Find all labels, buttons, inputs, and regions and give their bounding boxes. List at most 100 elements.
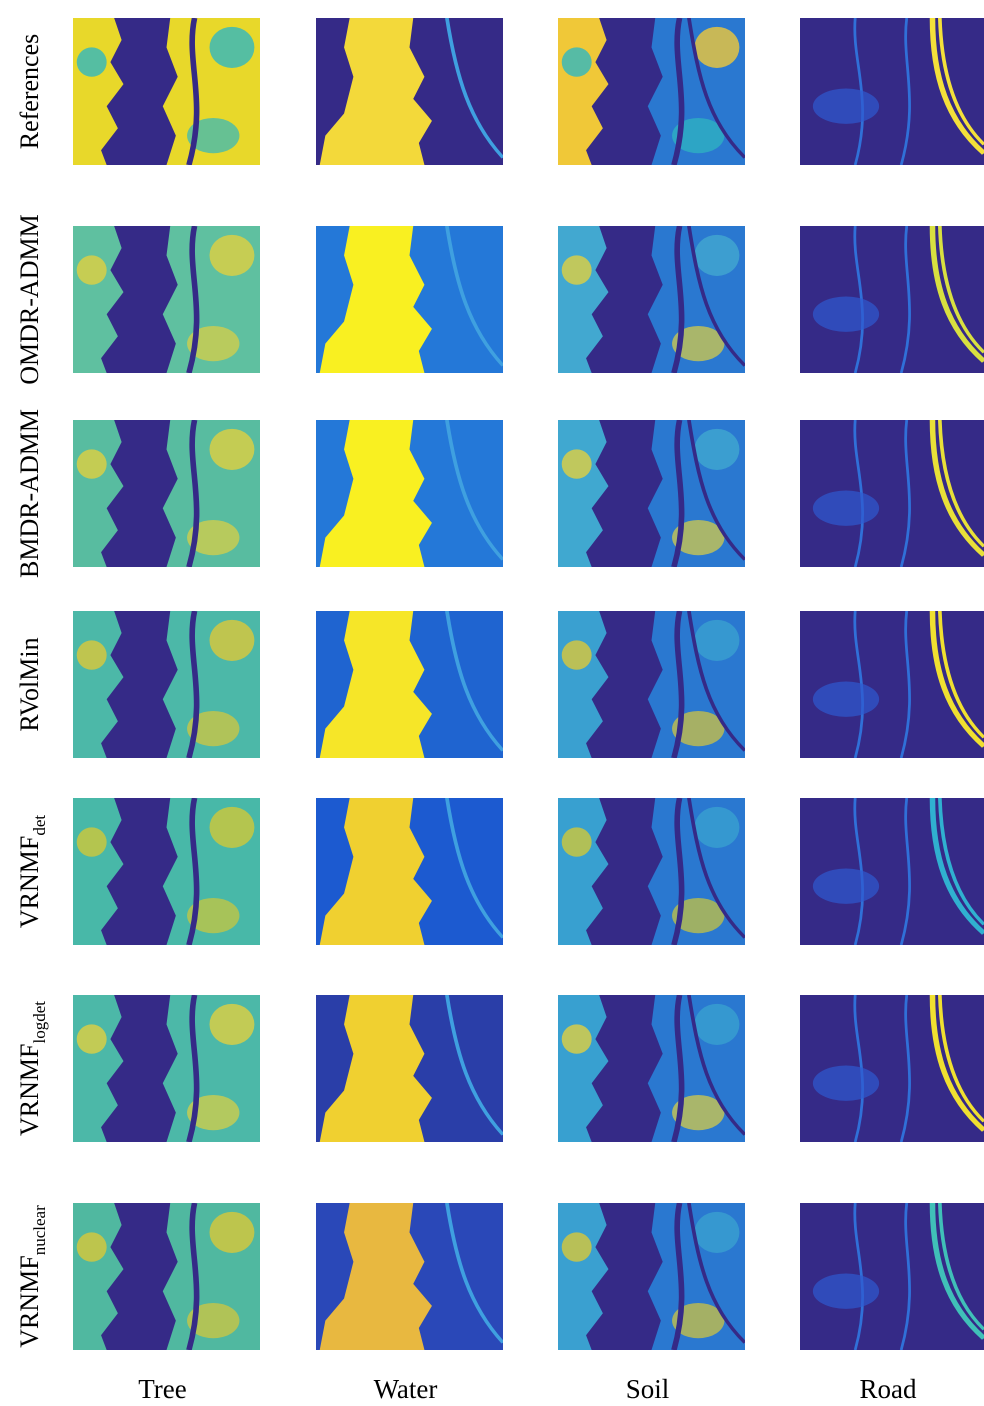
patch: [187, 1302, 240, 1339]
road-line: [687, 420, 745, 561]
channel: [853, 798, 864, 945]
road: [938, 420, 984, 548]
abundance-map: [800, 995, 984, 1142]
patch: [76, 827, 107, 857]
patch: [561, 640, 592, 670]
river: [319, 226, 432, 373]
channel: [899, 995, 911, 1142]
patch: [187, 325, 240, 362]
road-line: [687, 995, 745, 1136]
channel: [186, 995, 200, 1142]
patch: [209, 619, 255, 661]
abundance-map: [800, 1203, 984, 1350]
panel-background: [800, 798, 984, 945]
abundance-map: [316, 1203, 503, 1350]
channel: [899, 420, 911, 567]
road-line: [687, 226, 745, 367]
patch: [209, 1003, 255, 1045]
row-label-subscript: logdet: [30, 1001, 49, 1044]
abundance-map: [558, 995, 745, 1142]
patch: [76, 1232, 107, 1262]
patch: [76, 47, 107, 77]
row-label-main: VRNMF: [15, 836, 44, 928]
patch: [561, 255, 592, 285]
channel: [186, 611, 200, 758]
road-line: [687, 18, 745, 159]
road: [929, 226, 984, 363]
patch: [694, 234, 740, 276]
patch: [187, 117, 240, 154]
channel: [853, 1203, 864, 1350]
row-label-main: VRNMF: [15, 1255, 44, 1347]
channel: [853, 18, 864, 165]
patch: [561, 1024, 592, 1054]
channel: [671, 18, 685, 165]
river: [319, 798, 432, 945]
abundance-map: [316, 611, 503, 758]
road: [929, 798, 984, 935]
panel-background: [800, 995, 984, 1142]
stream: [445, 798, 503, 939]
patch: [672, 519, 725, 556]
abundance-map: [73, 995, 260, 1142]
patch: [187, 519, 240, 556]
patch: [694, 428, 740, 470]
field: [812, 1065, 880, 1101]
channel: [671, 1203, 685, 1350]
abundance-map: [73, 226, 260, 373]
abundance-map: [73, 1203, 260, 1350]
road: [938, 1203, 984, 1331]
patch: [561, 827, 592, 857]
row-label: BMDR-ADMM: [15, 409, 44, 578]
row-label-subscript: det: [30, 815, 49, 836]
row-label-main: References: [15, 34, 44, 149]
abundance-map: [800, 18, 984, 165]
river: [319, 611, 432, 758]
patch: [561, 47, 592, 77]
row-label: References: [15, 34, 44, 149]
road: [938, 798, 984, 926]
channel: [186, 18, 200, 165]
patch: [672, 1094, 725, 1131]
road: [929, 18, 984, 155]
channel: [671, 420, 685, 567]
abundance-map: [316, 226, 503, 373]
abundance-map: [558, 798, 745, 945]
abundance-map: [73, 798, 260, 945]
column-label: Water: [374, 1374, 438, 1404]
channel: [853, 420, 864, 567]
stream: [445, 1203, 503, 1344]
stream: [445, 995, 503, 1136]
channel: [899, 18, 911, 165]
patch: [694, 1211, 740, 1253]
row-label: RVolMin: [15, 637, 44, 731]
road: [929, 1203, 984, 1340]
patch: [187, 897, 240, 934]
panel-background: [800, 18, 984, 165]
abundance-map: [558, 1203, 745, 1350]
channel: [671, 798, 685, 945]
abundance-map: [316, 420, 503, 567]
road-line: [687, 1203, 745, 1344]
field: [812, 88, 880, 124]
road: [929, 611, 984, 748]
river: [319, 18, 432, 165]
channel: [186, 798, 200, 945]
channel: [899, 1203, 911, 1350]
row-label-subscript: nuclear: [30, 1205, 49, 1255]
abundance-map: [73, 611, 260, 758]
stream: [445, 226, 503, 367]
patch: [187, 1094, 240, 1131]
column-label: Soil: [626, 1374, 670, 1404]
abundance-map: [800, 798, 984, 945]
panel-background: [800, 226, 984, 373]
stream: [445, 611, 503, 752]
patch: [694, 26, 740, 68]
patch: [672, 897, 725, 934]
row-label-main: VRNMF: [15, 1044, 44, 1136]
patch: [694, 619, 740, 661]
patch: [209, 428, 255, 470]
channel: [186, 1203, 200, 1350]
field: [812, 1273, 880, 1309]
